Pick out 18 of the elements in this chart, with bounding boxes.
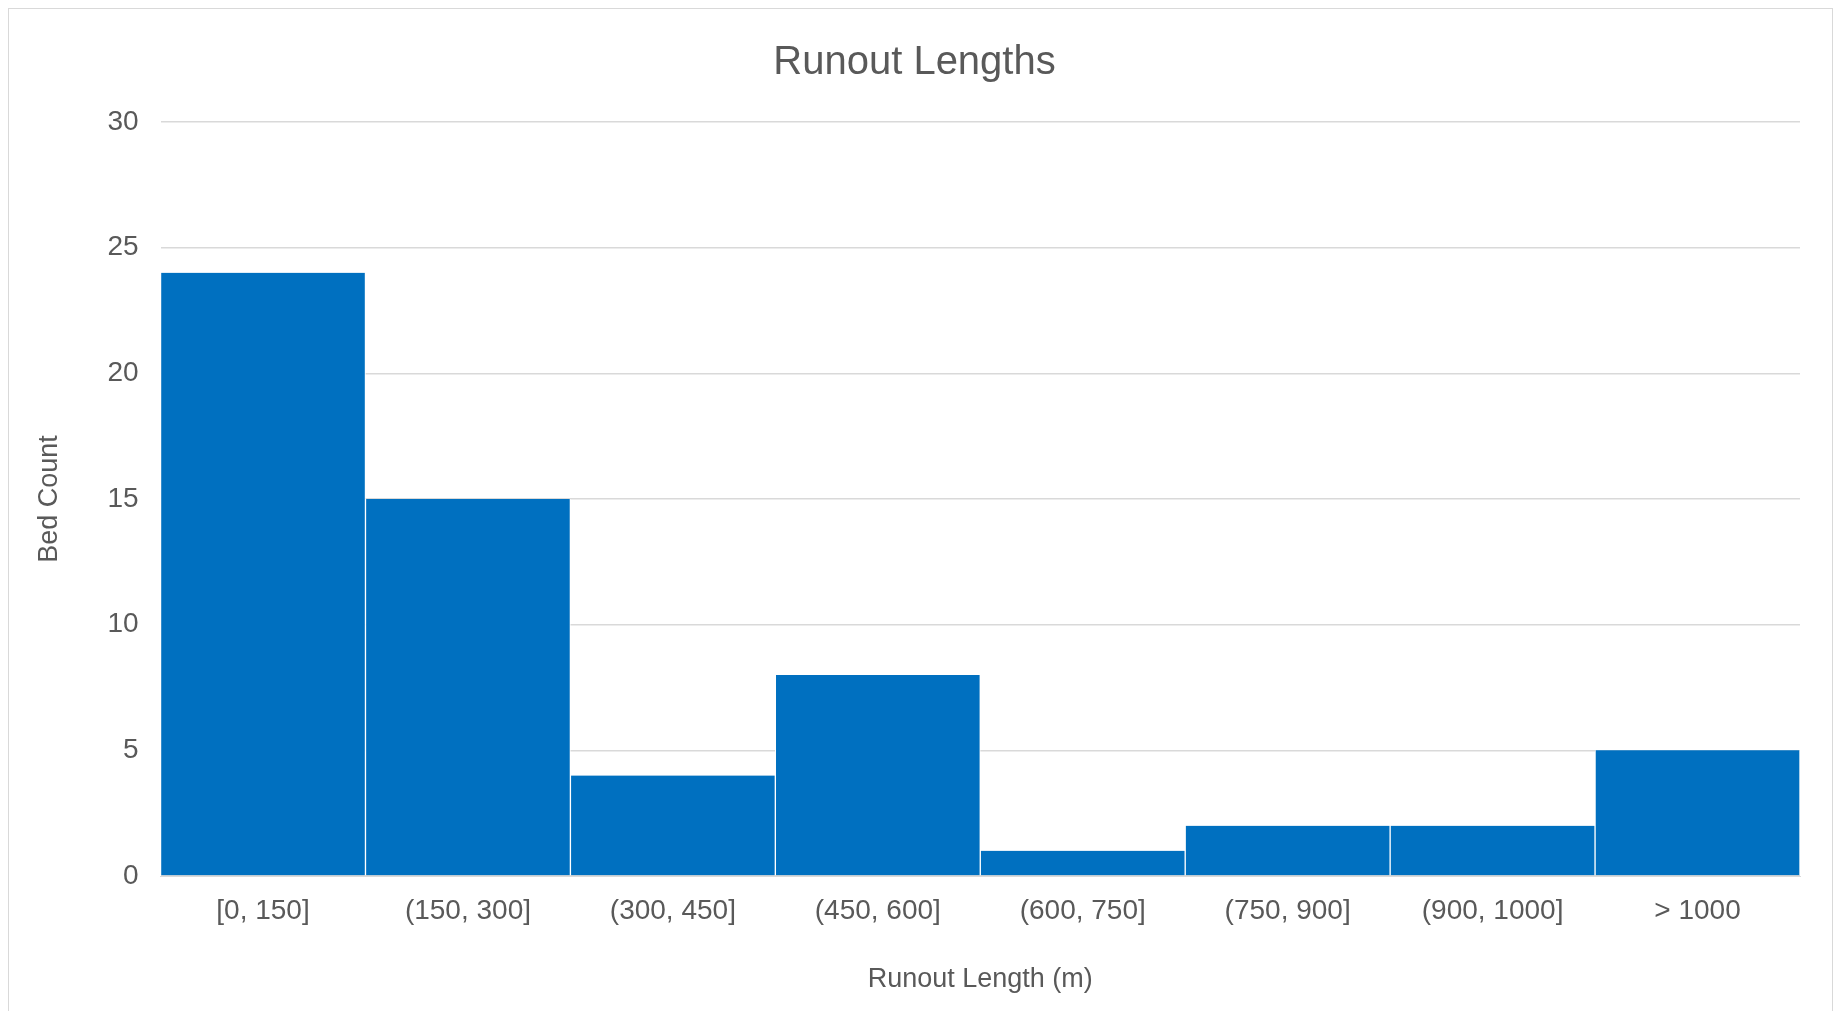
y-tick-label: 20 <box>107 356 139 388</box>
y-tick-label: 25 <box>107 230 139 262</box>
x-tick-label: (150, 300] <box>404 893 531 925</box>
x-tick-label: (600, 750] <box>1019 893 1146 925</box>
x-tick-label: (450, 600] <box>814 893 941 925</box>
x-axis-title: Runout Length (m) <box>867 963 1093 994</box>
y-tick-label: 15 <box>107 481 139 513</box>
x-tick-label: (750, 900] <box>1224 893 1351 925</box>
x-tick-label: [0, 150] <box>216 893 310 925</box>
y-tick-label: 30 <box>107 104 139 136</box>
x-tick-label: (300, 450] <box>609 893 736 925</box>
y-axis-title: Bed Count <box>32 434 63 563</box>
y-tick-label: 0 <box>122 858 139 890</box>
y-tick-label: 10 <box>107 607 139 639</box>
chart-title: Runout Lengths <box>773 38 1056 83</box>
x-tick-label: (900, 1000] <box>1421 893 1564 925</box>
x-tick-label: > 1000 <box>1654 893 1741 925</box>
y-tick-label: 5 <box>122 733 139 765</box>
